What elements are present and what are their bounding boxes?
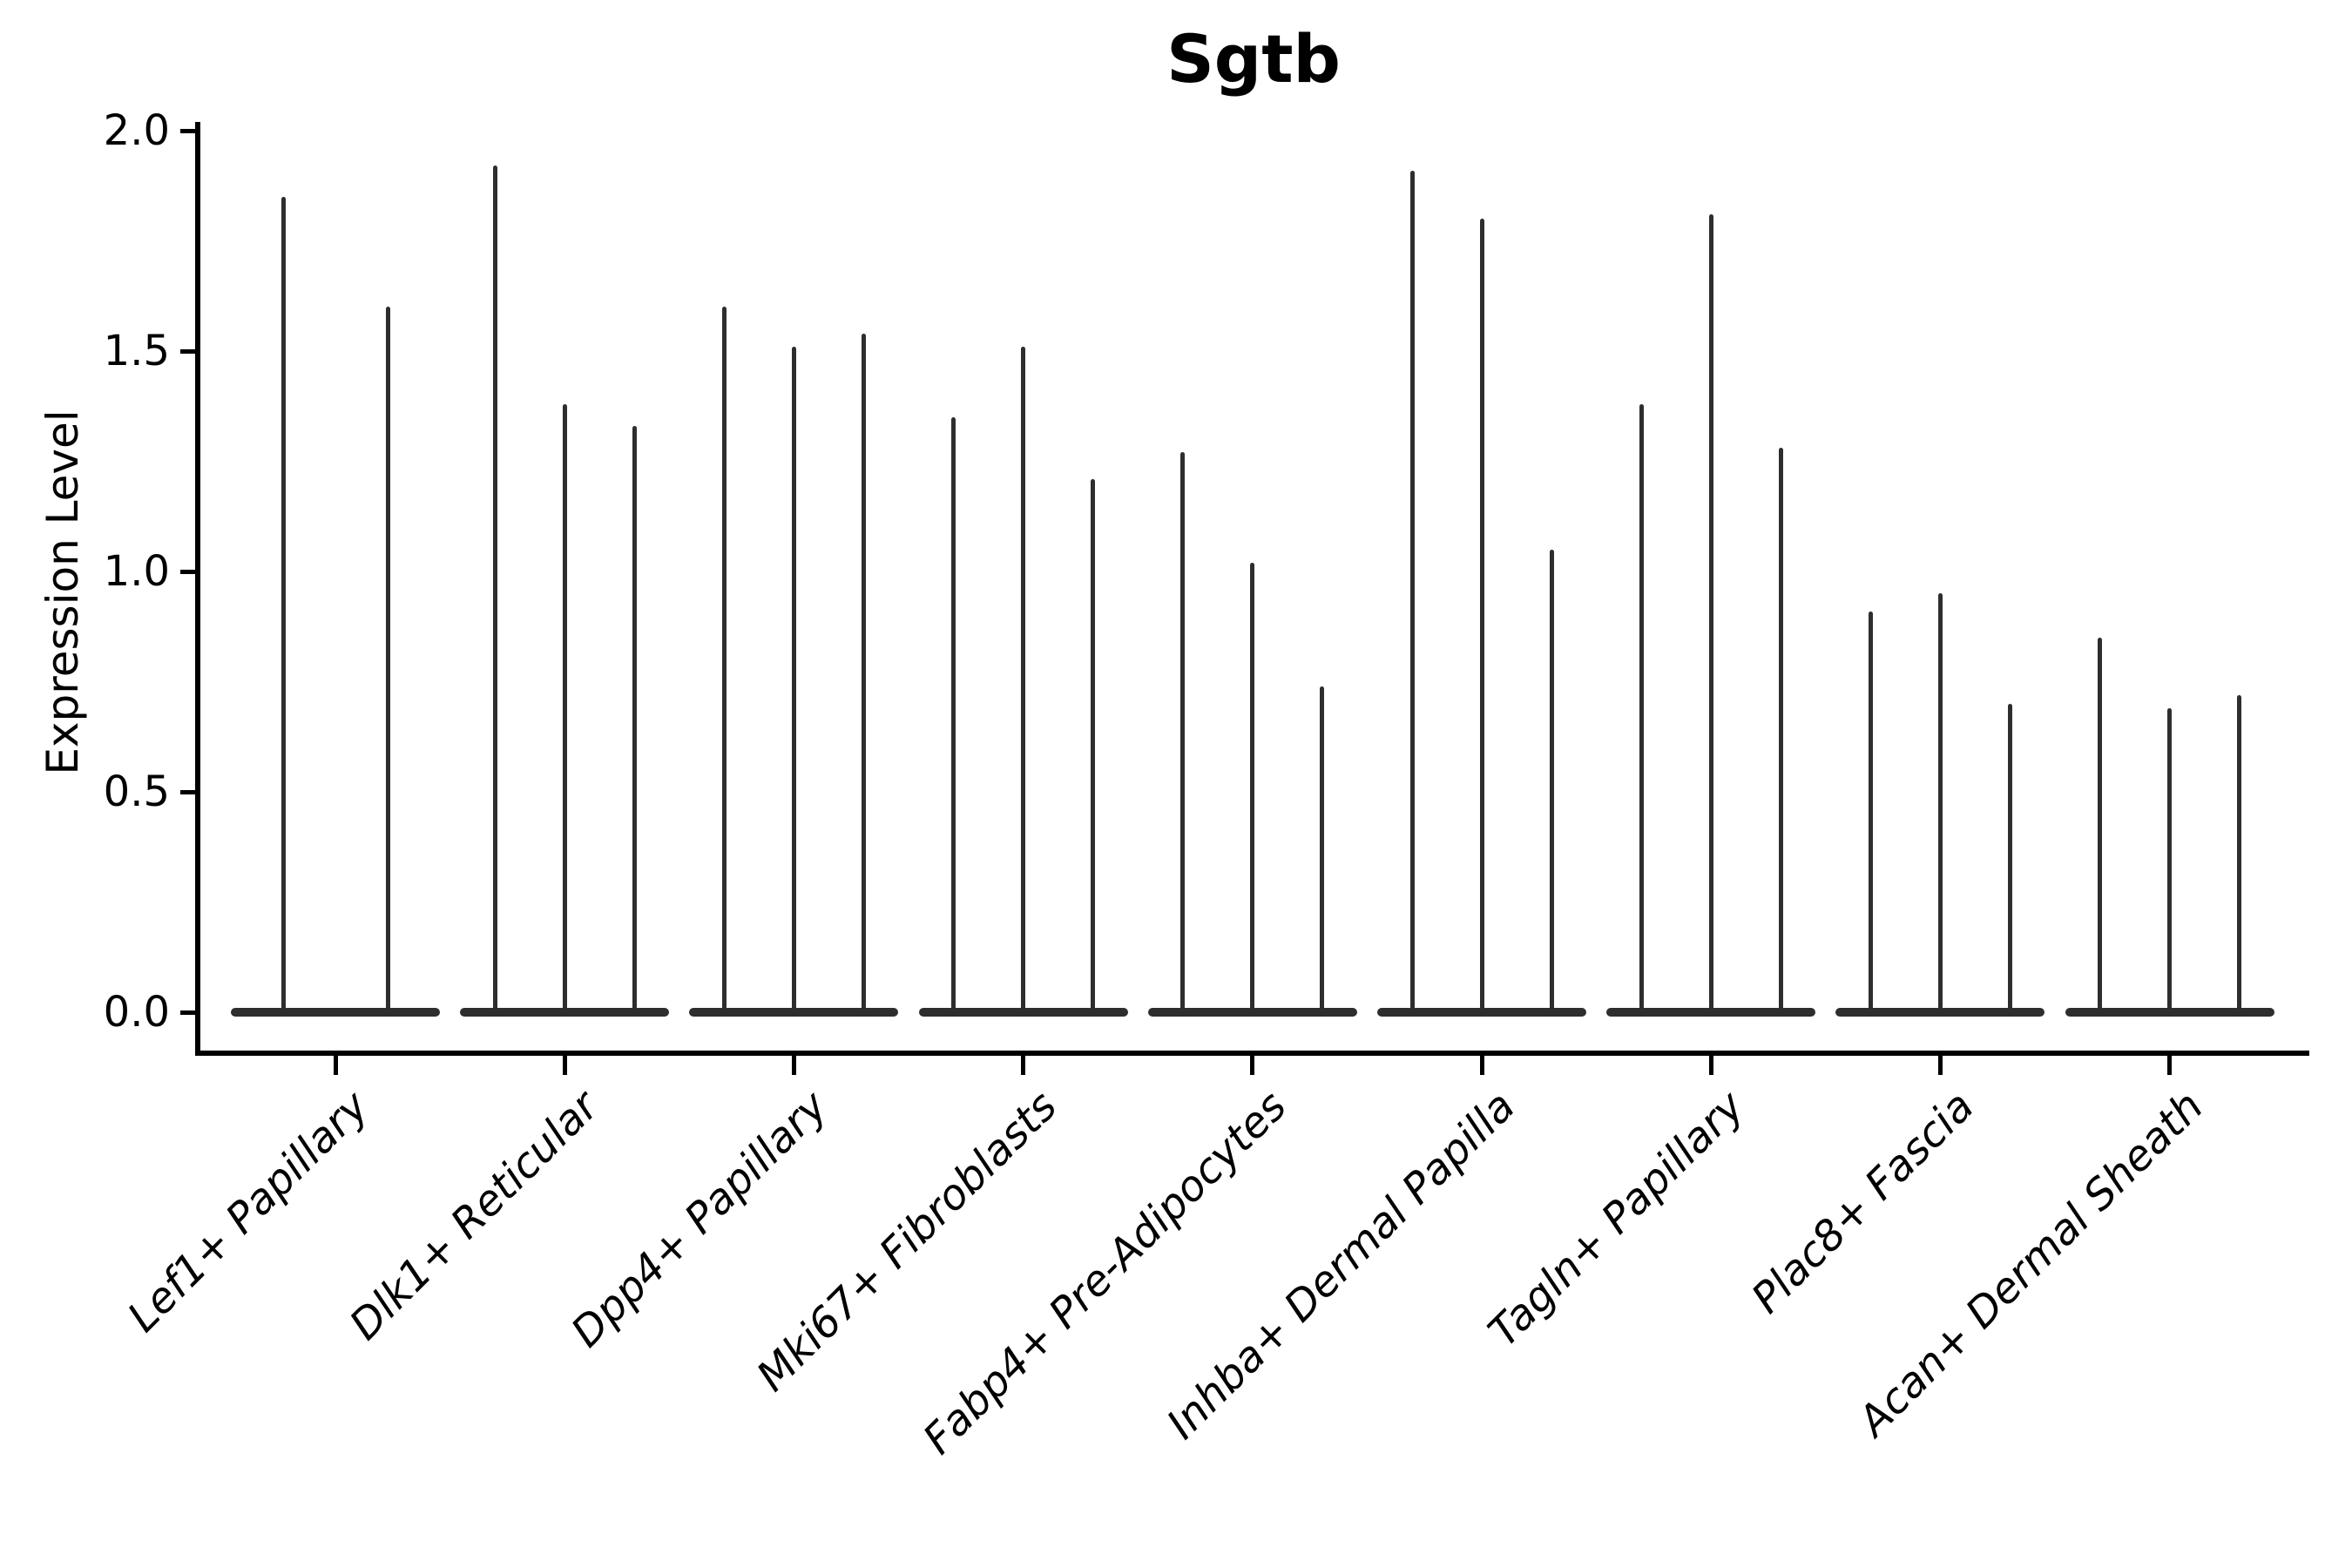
y-tick [180, 789, 198, 794]
violin-spike [1708, 214, 1713, 1016]
y-tick-label: 1.5 [103, 327, 170, 375]
x-tick [1937, 1056, 1943, 1075]
x-tick-label: Tagln+ Papillary [1479, 1081, 1754, 1357]
violin-spike [632, 426, 637, 1016]
x-axis-spine [195, 1051, 2309, 1056]
violin-spike [721, 307, 727, 1016]
y-tick [180, 1010, 198, 1015]
y-tick [180, 569, 198, 574]
x-tick [1708, 1056, 1713, 1075]
violin-spike [951, 416, 956, 1016]
violin-spike [791, 346, 796, 1016]
violin-spike [1091, 478, 1096, 1016]
violin-spike [2098, 637, 2103, 1016]
y-tick [180, 128, 198, 133]
y-tick-label: 0.5 [103, 767, 170, 816]
x-tick-label: Dpp4+ Papillary [562, 1081, 837, 1357]
violin-spike [385, 307, 390, 1016]
violin-spike [861, 333, 866, 1016]
x-tick [333, 1056, 338, 1075]
y-tick [180, 348, 198, 354]
violin-spike [1778, 448, 1783, 1016]
x-tick-label: Plac8+ Fascia [1742, 1081, 1984, 1323]
violin-spike [1021, 346, 1026, 1016]
y-axis-spine [195, 122, 200, 1056]
y-tick-label: 1.0 [103, 547, 170, 596]
x-tick [1250, 1056, 1255, 1075]
chart-title: Sgtb [1166, 20, 1341, 98]
violin-spike [1320, 686, 1325, 1016]
violin-spike [1937, 593, 1943, 1016]
violin-spike [2237, 694, 2242, 1016]
x-tick-label: Dlk1+ Reticular [340, 1081, 608, 1350]
x-tick [562, 1056, 567, 1075]
violin-spike [1250, 562, 1255, 1016]
violin-spike [1549, 549, 1554, 1016]
violin-spike [280, 196, 286, 1016]
violin-spike [1180, 452, 1186, 1016]
violin-spike [2167, 707, 2173, 1016]
x-tick-label: Lef1+ Papillary [118, 1081, 379, 1342]
x-tick [791, 1056, 796, 1075]
x-tick [1021, 1056, 1026, 1075]
violin-spike [2007, 703, 2012, 1016]
violin-spike [1639, 403, 1644, 1016]
violin-spike [1868, 611, 1873, 1016]
violin-spike [1479, 219, 1484, 1016]
x-tick [1479, 1056, 1484, 1075]
violin-spike [492, 166, 497, 1016]
y-tick-label: 0.0 [103, 988, 170, 1037]
violin-spike [562, 403, 567, 1016]
violin-body-baseline [231, 1008, 440, 1017]
x-tick [2167, 1056, 2173, 1075]
y-tick-label: 2.0 [103, 106, 170, 155]
violin-spike [1409, 170, 1415, 1016]
